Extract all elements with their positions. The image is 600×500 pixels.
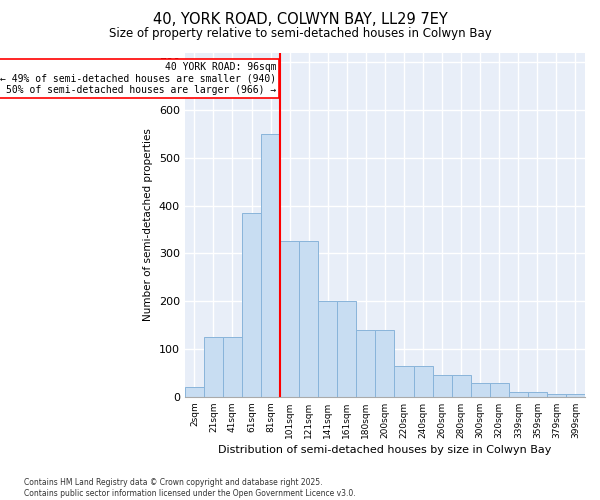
Bar — [547, 394, 566, 397]
Bar — [223, 337, 242, 397]
Bar — [470, 384, 490, 397]
Bar — [242, 212, 261, 397]
Bar — [394, 366, 413, 397]
Bar — [337, 301, 356, 397]
Bar — [566, 394, 585, 397]
Text: Size of property relative to semi-detached houses in Colwyn Bay: Size of property relative to semi-detach… — [109, 28, 491, 40]
Bar — [280, 242, 299, 397]
Bar — [528, 392, 547, 397]
Bar — [490, 384, 509, 397]
Bar — [299, 242, 318, 397]
Text: 40, YORK ROAD, COLWYN BAY, LL29 7EY: 40, YORK ROAD, COLWYN BAY, LL29 7EY — [152, 12, 448, 28]
Bar — [433, 376, 452, 397]
Text: 40 YORK ROAD: 96sqm
← 49% of semi-detached houses are smaller (940)
50% of semi-: 40 YORK ROAD: 96sqm ← 49% of semi-detach… — [0, 62, 277, 96]
Bar — [413, 366, 433, 397]
Y-axis label: Number of semi-detached properties: Number of semi-detached properties — [143, 128, 153, 321]
Bar — [452, 376, 470, 397]
Bar — [356, 330, 376, 397]
Bar — [204, 337, 223, 397]
Bar — [185, 388, 204, 397]
Bar — [509, 392, 528, 397]
Text: Contains HM Land Registry data © Crown copyright and database right 2025.
Contai: Contains HM Land Registry data © Crown c… — [24, 478, 356, 498]
Bar — [376, 330, 394, 397]
Bar — [261, 134, 280, 397]
X-axis label: Distribution of semi-detached houses by size in Colwyn Bay: Distribution of semi-detached houses by … — [218, 445, 551, 455]
Bar — [318, 301, 337, 397]
